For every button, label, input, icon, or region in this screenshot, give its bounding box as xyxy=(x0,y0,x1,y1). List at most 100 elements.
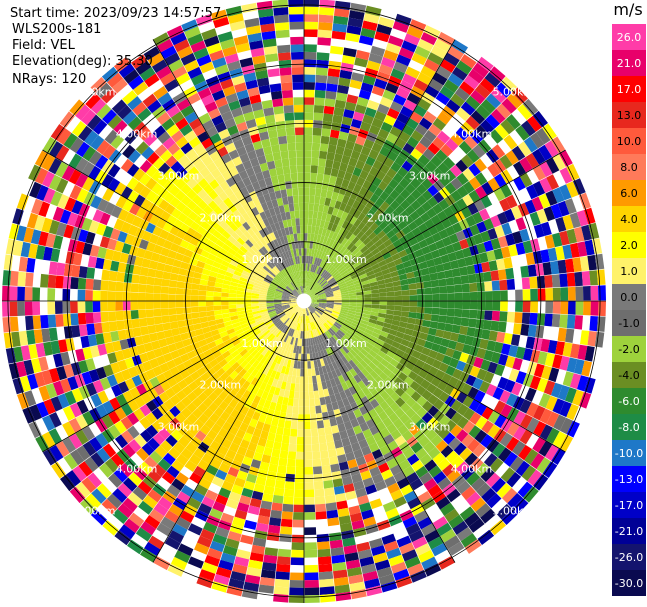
velocity-cell xyxy=(275,264,282,272)
velocity-cell xyxy=(205,296,214,301)
velocity-cell xyxy=(542,262,552,276)
velocity-cell xyxy=(380,381,390,391)
velocity-cell xyxy=(300,331,303,339)
velocity-cell xyxy=(325,380,332,389)
velocity-cell xyxy=(474,429,488,444)
velocity-cell xyxy=(184,319,194,327)
velocity-cell xyxy=(522,98,539,116)
velocity-cell xyxy=(565,328,575,343)
velocity-cell xyxy=(239,495,252,506)
velocity-cell xyxy=(278,323,285,331)
velocity-cell xyxy=(234,365,244,374)
velocity-cell xyxy=(260,23,275,33)
velocity-cell xyxy=(359,338,368,346)
velocity-cell xyxy=(281,295,290,298)
velocity-cell xyxy=(385,386,395,397)
velocity-cell xyxy=(298,187,304,196)
velocity-cell xyxy=(393,418,404,430)
velocity-cell xyxy=(107,301,116,312)
velocity-cell xyxy=(187,33,204,46)
velocity-cell xyxy=(466,264,476,275)
velocity-cell xyxy=(136,247,146,258)
velocity-cell xyxy=(348,157,358,167)
velocity-cell xyxy=(472,144,486,159)
velocity-cell xyxy=(474,199,486,212)
velocity-cell xyxy=(443,52,460,67)
velocity-cell xyxy=(219,180,230,192)
velocity-cell xyxy=(569,242,580,258)
velocity-cell xyxy=(290,172,298,181)
velocity-cell xyxy=(128,512,145,527)
velocity-cell xyxy=(375,320,385,327)
velocity-cell xyxy=(405,117,419,130)
velocity-cell xyxy=(282,317,289,324)
velocity-cell xyxy=(80,335,90,349)
velocity-cell xyxy=(359,273,368,280)
velocity-cell xyxy=(167,447,181,460)
velocity-cell xyxy=(267,272,275,279)
velocity-cell xyxy=(406,136,419,149)
velocity-cell xyxy=(220,78,234,90)
velocity-cell xyxy=(316,59,329,69)
velocity-cell xyxy=(190,40,207,53)
velocity-cell xyxy=(413,104,427,118)
velocity-cell xyxy=(364,365,374,374)
velocity-cell xyxy=(63,132,78,149)
velocity-cell xyxy=(267,376,275,386)
velocity-cell xyxy=(297,279,301,287)
velocity-cell xyxy=(290,36,304,45)
velocity-cell xyxy=(279,236,286,245)
velocity-cell xyxy=(405,205,416,216)
velocity-cell xyxy=(156,65,172,80)
velocity-cell xyxy=(300,308,303,316)
velocity-cell xyxy=(206,161,218,173)
velocity-cell xyxy=(266,305,275,309)
velocity-cell xyxy=(306,248,310,256)
velocity-cell xyxy=(327,277,335,284)
velocity-cell xyxy=(407,317,416,325)
velocity-cell xyxy=(218,358,228,368)
velocity-cell xyxy=(360,319,369,326)
velocity-cell xyxy=(341,298,350,301)
velocity-cell xyxy=(176,517,191,530)
velocity-cell xyxy=(244,288,253,293)
velocity-cell xyxy=(289,296,297,299)
velocity-cell xyxy=(362,163,373,173)
velocity-cell xyxy=(526,402,539,418)
velocity-cell xyxy=(141,442,155,456)
velocity-cell xyxy=(295,248,300,257)
velocity-cell xyxy=(394,435,407,447)
velocity-cell xyxy=(508,345,519,358)
velocity-cell xyxy=(341,237,349,246)
velocity-cell xyxy=(463,75,480,90)
velocity-cell xyxy=(242,415,252,426)
velocity-cell xyxy=(308,279,313,287)
velocity-cell xyxy=(469,291,478,301)
velocity-cell xyxy=(252,140,263,151)
velocity-cell xyxy=(183,313,193,320)
velocity-cell xyxy=(70,449,85,466)
velocity-cell xyxy=(295,218,300,226)
velocity-cell xyxy=(290,360,295,369)
velocity-cell xyxy=(301,248,304,256)
velocity-cell xyxy=(424,529,440,543)
velocity-cell xyxy=(484,72,501,88)
velocity-cell xyxy=(405,231,415,241)
velocity-cell xyxy=(417,301,425,308)
velocity-cell xyxy=(410,177,422,189)
velocity-cell xyxy=(304,429,312,437)
velocity-cell xyxy=(347,17,364,28)
velocity-cell xyxy=(352,261,361,268)
velocity-cell xyxy=(329,214,337,224)
velocity-cell xyxy=(123,518,140,534)
velocity-cell xyxy=(329,175,337,185)
velocity-cell xyxy=(315,67,328,76)
velocity-cell xyxy=(475,83,491,99)
velocity-cell xyxy=(239,57,254,68)
velocity-cell xyxy=(126,412,140,426)
velocity-cell xyxy=(334,351,341,360)
velocity-cell xyxy=(304,44,317,53)
velocity-cell xyxy=(120,186,133,200)
velocity-cell xyxy=(114,420,127,435)
velocity-cell xyxy=(311,297,319,300)
